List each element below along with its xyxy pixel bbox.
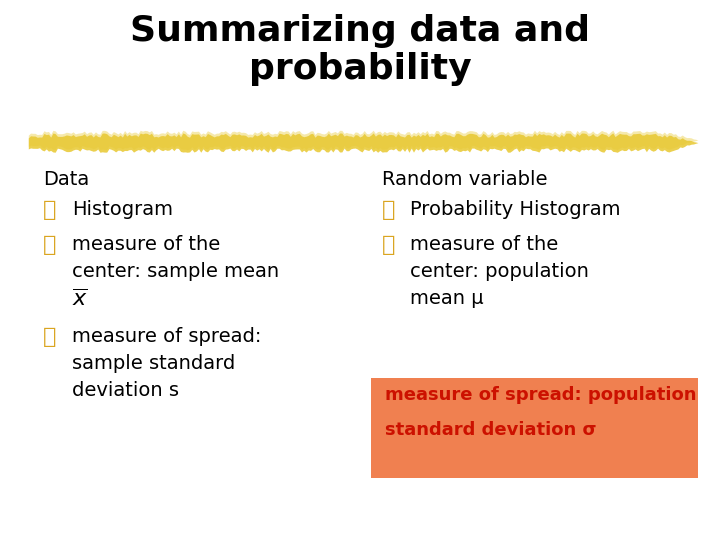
Text: ⌖: ⌖	[43, 235, 57, 255]
Polygon shape	[29, 133, 698, 153]
Polygon shape	[29, 131, 698, 150]
Text: ⌖: ⌖	[382, 200, 395, 220]
Text: ⌖: ⌖	[382, 235, 395, 255]
Text: ⌖: ⌖	[43, 200, 57, 220]
Text: $\overline{x}$: $\overline{x}$	[72, 289, 88, 310]
Text: sample standard: sample standard	[72, 354, 235, 373]
Text: Summarizing data and
probability: Summarizing data and probability	[130, 14, 590, 85]
FancyBboxPatch shape	[371, 378, 698, 478]
Text: center: population: center: population	[410, 262, 589, 281]
Text: measure of the: measure of the	[72, 235, 220, 254]
Text: Data: Data	[43, 170, 89, 189]
Text: Probability Histogram: Probability Histogram	[410, 200, 621, 219]
Text: ⌖: ⌖	[43, 327, 57, 347]
Text: measure of the: measure of the	[410, 235, 559, 254]
Text: center: sample mean: center: sample mean	[72, 262, 279, 281]
Text: measure of spread:: measure of spread:	[72, 327, 261, 346]
Text: Random variable: Random variable	[382, 170, 547, 189]
Text: standard deviation σ: standard deviation σ	[385, 421, 597, 439]
Text: mean μ: mean μ	[410, 289, 484, 308]
Text: measure of spread: population: measure of spread: population	[385, 386, 697, 404]
Text: deviation s: deviation s	[72, 381, 179, 400]
Text: Histogram: Histogram	[72, 200, 173, 219]
